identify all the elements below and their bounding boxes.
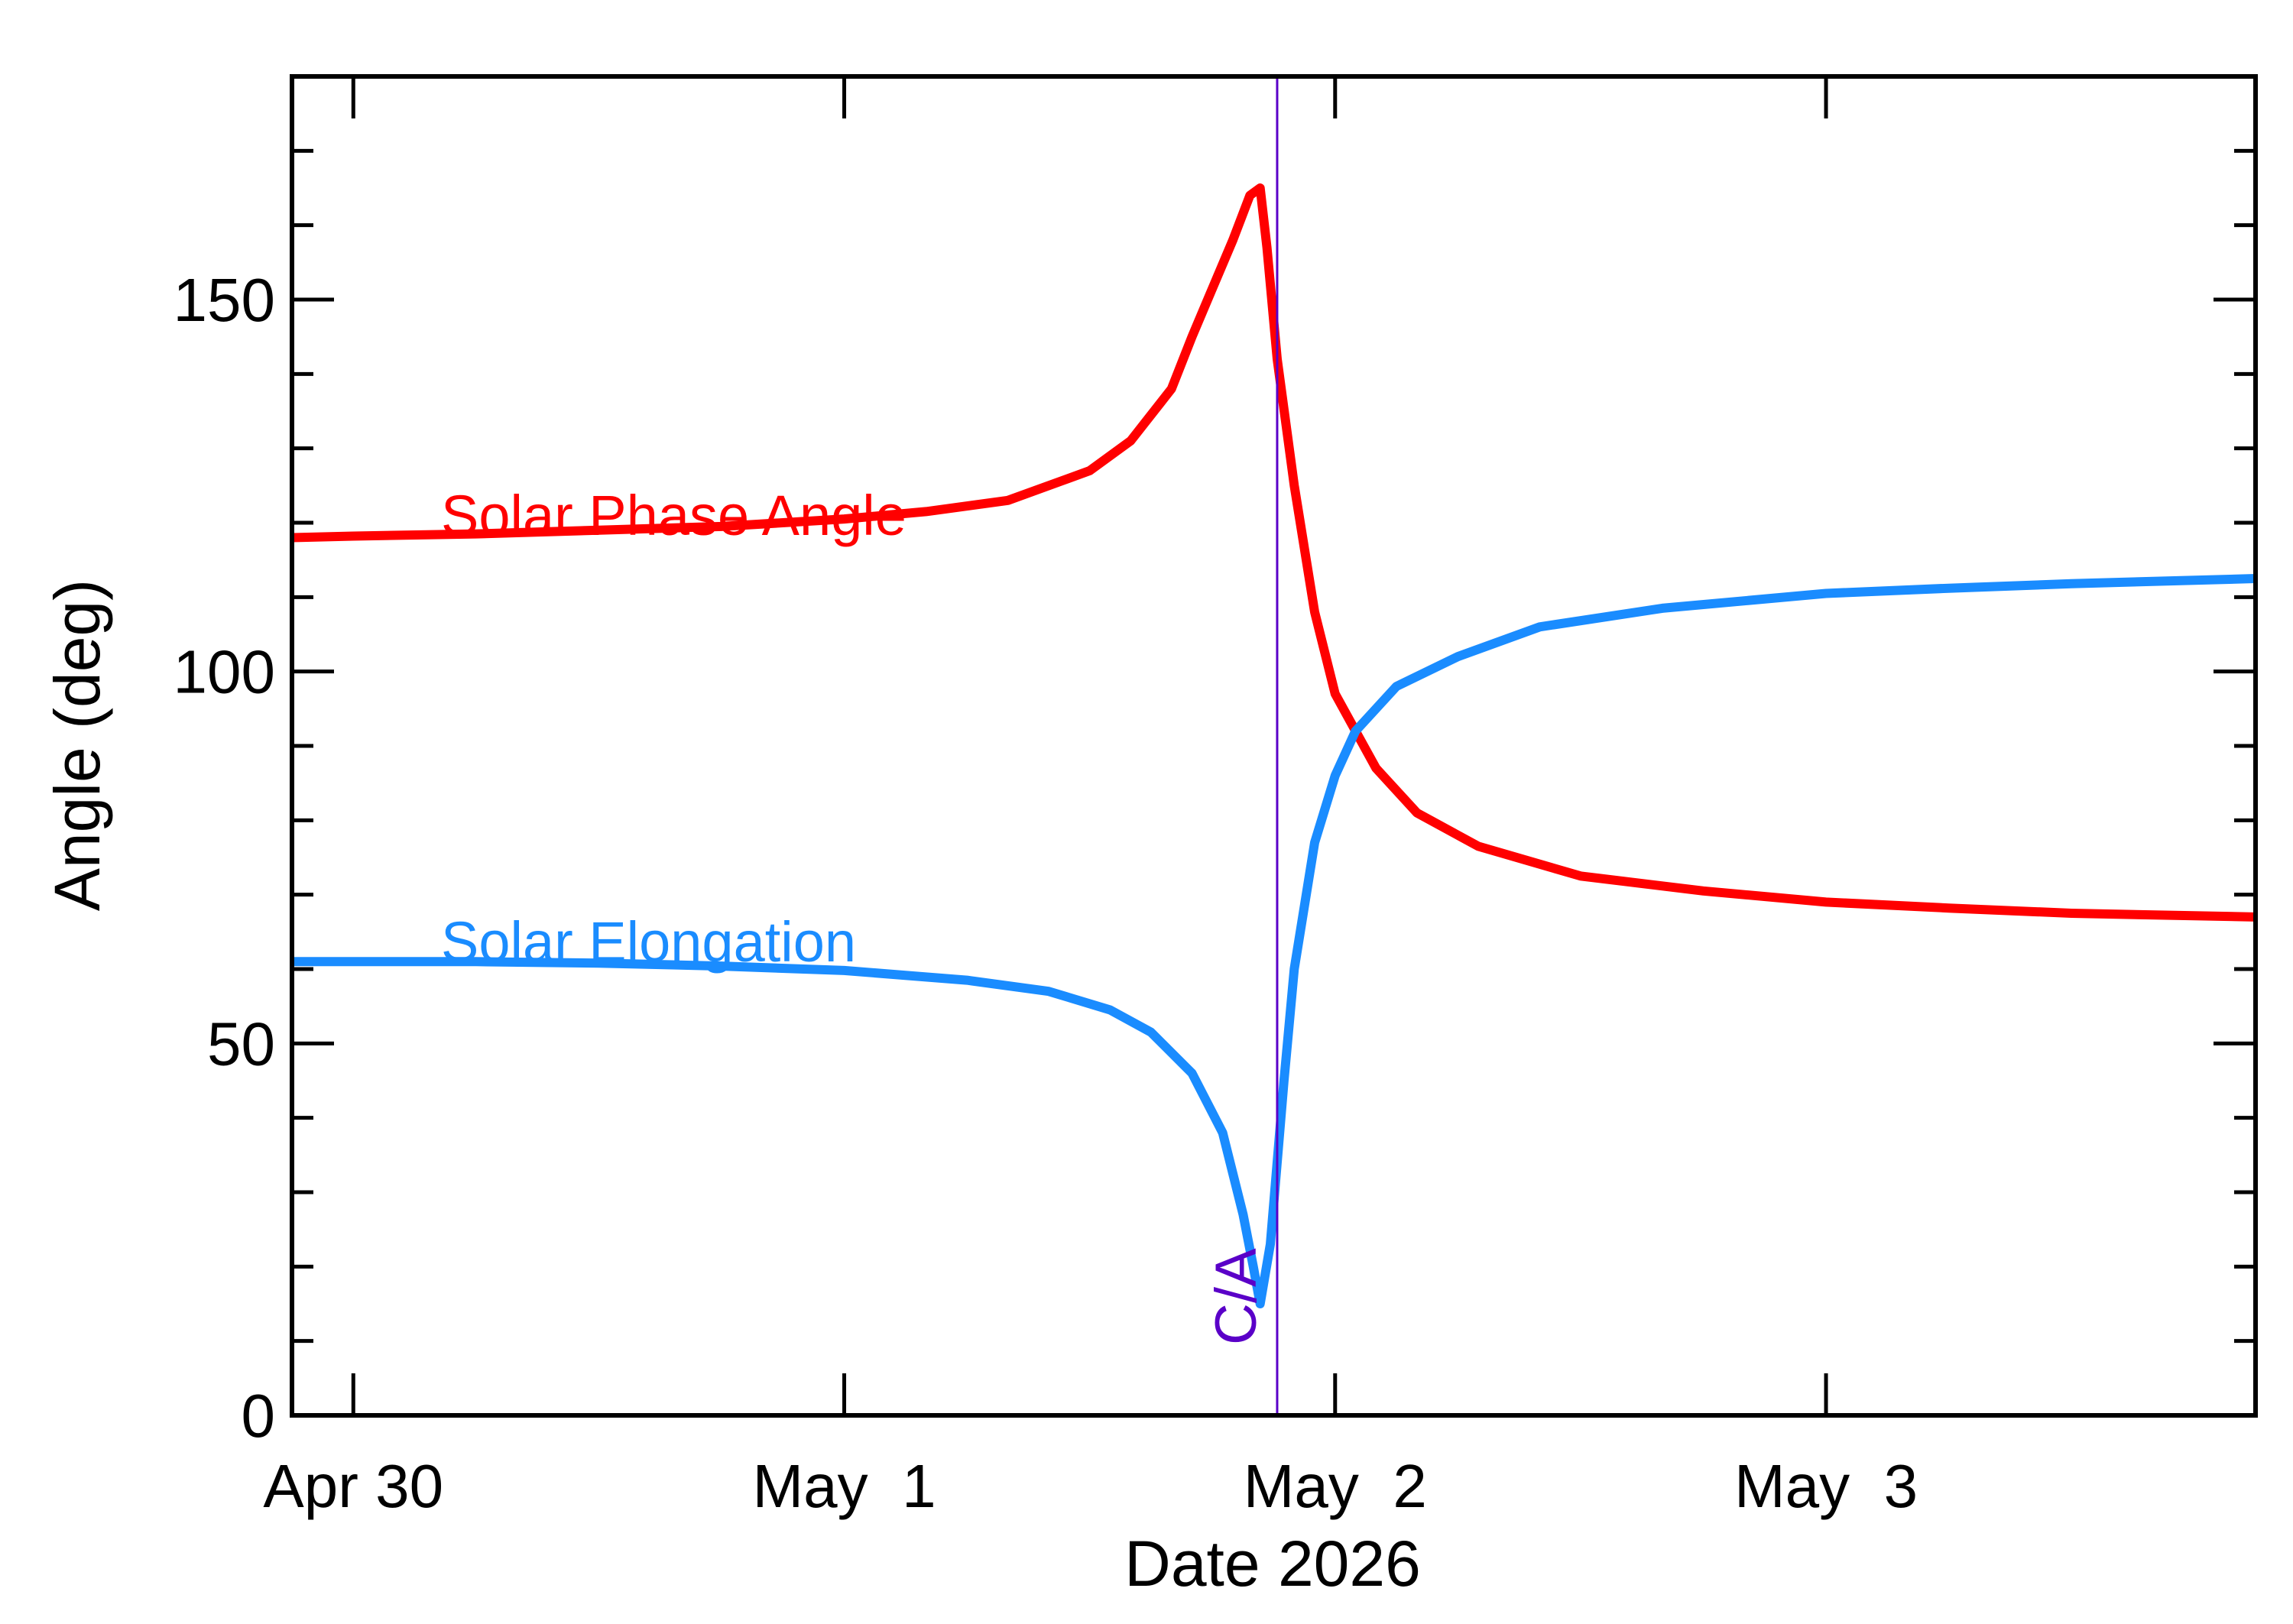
series-line-phase-angle: [292, 183, 2256, 922]
x-tick-label: May 3: [1734, 1452, 1918, 1520]
tick-layer: [292, 74, 2256, 1418]
x-axis-title: Date 2026: [1124, 1528, 1421, 1600]
closest-approach-label: C/A: [1204, 1248, 1269, 1345]
x-tick-label: May 1: [752, 1452, 936, 1520]
y-tick-label: 100: [174, 638, 275, 706]
tick-label-layer: Solar Phase Angle Solar Elongation 0 50 100 1…: [174, 266, 1918, 1520]
y-axis-title: Angle (deg): [41, 579, 113, 911]
y-tick-label: 50: [207, 1010, 275, 1078]
series-label-phase-angle: Solar Phase Angle: [441, 484, 906, 547]
x-tick-label: Apr 30: [263, 1452, 443, 1520]
series-layer: [292, 183, 2256, 1308]
series-label-elongation: Solar Elongation: [441, 910, 856, 974]
y-tick-label: 0: [242, 1382, 276, 1450]
series-line-elongation: [292, 574, 2256, 1308]
closest-approach-layer: C/A: [1204, 76, 1279, 1415]
y-tick-label: 150: [174, 266, 275, 334]
x-tick-label: May 2: [1244, 1452, 1427, 1520]
